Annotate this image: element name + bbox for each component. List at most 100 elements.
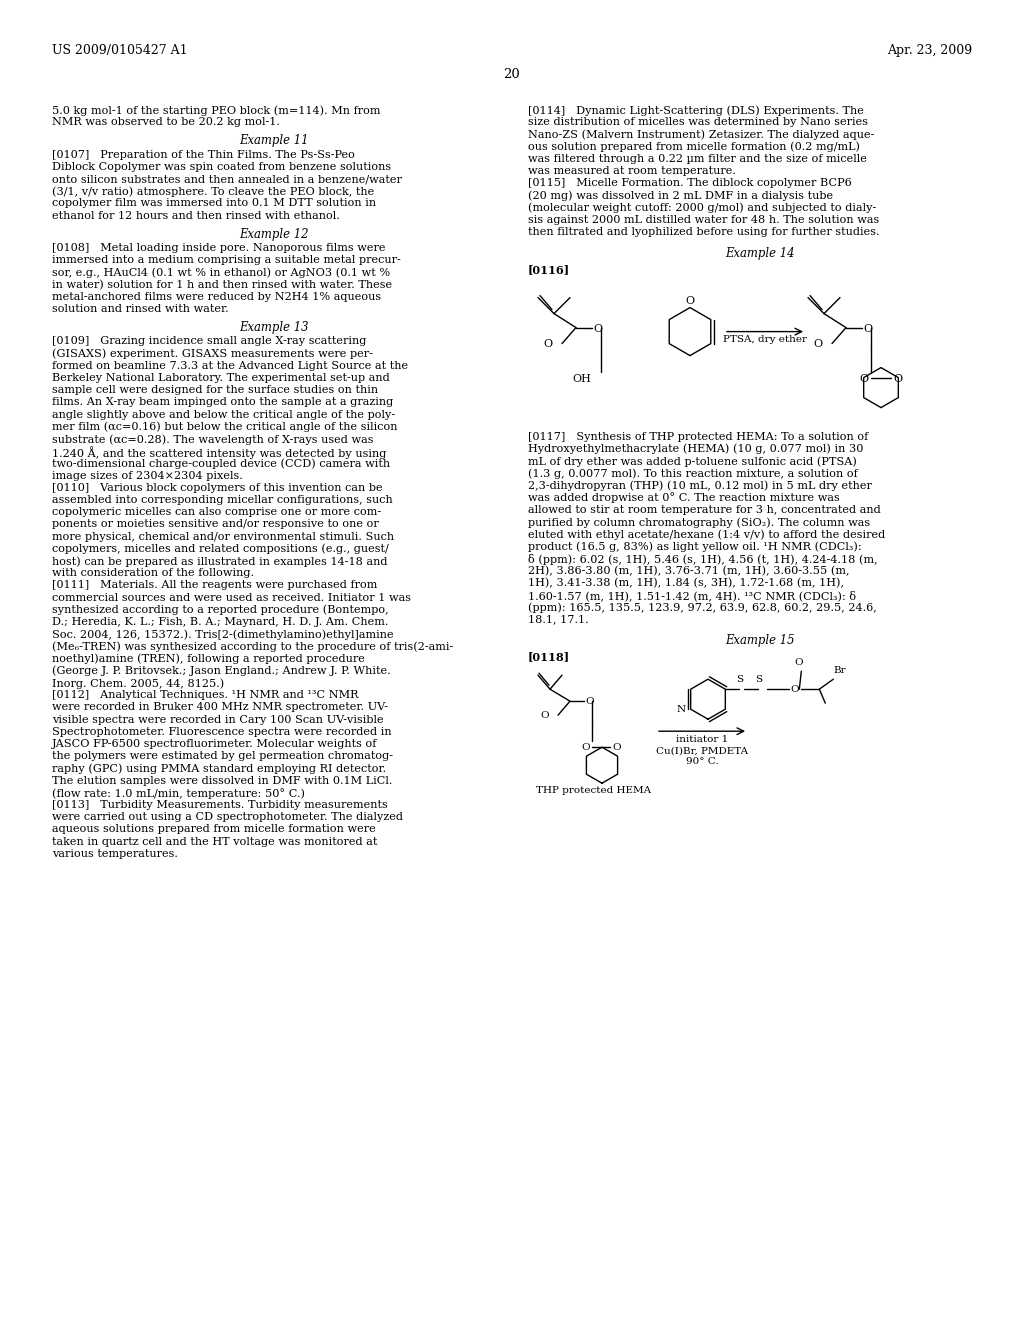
Text: (flow rate: 1.0 mL/min, temperature: 50° C.): (flow rate: 1.0 mL/min, temperature: 50°… <box>52 788 305 799</box>
Text: initiator 1: initiator 1 <box>676 735 728 744</box>
Text: Spectrophotometer. Fluorescence spectra were recorded in: Spectrophotometer. Fluorescence spectra … <box>52 727 391 737</box>
Text: immersed into a medium comprising a suitable metal precur-: immersed into a medium comprising a suit… <box>52 255 400 265</box>
Text: O: O <box>612 743 621 752</box>
Text: (molecular weight cutoff: 2000 g/mol) and subjected to dialy-: (molecular weight cutoff: 2000 g/mol) an… <box>528 202 877 213</box>
Text: more physical, chemical and/or environmental stimuli. Such: more physical, chemical and/or environme… <box>52 532 394 541</box>
Text: O: O <box>814 339 823 348</box>
Text: Example 13: Example 13 <box>240 321 309 334</box>
Text: films. An X-ray beam impinged onto the sample at a grazing: films. An X-ray beam impinged onto the s… <box>52 397 393 408</box>
Text: copolymers, micelles and related compositions (e.g., guest/: copolymers, micelles and related composi… <box>52 544 389 554</box>
Text: synthesized according to a reported procedure (Bontempo,: synthesized according to a reported proc… <box>52 605 389 615</box>
Text: was measured at room temperature.: was measured at room temperature. <box>528 166 736 176</box>
Text: ponents or moieties sensitive and/or responsive to one or: ponents or moieties sensitive and/or res… <box>52 519 379 529</box>
Text: Berkeley National Laboratory. The experimental set-up and: Berkeley National Laboratory. The experi… <box>52 374 390 383</box>
Text: Example 12: Example 12 <box>240 228 309 240</box>
Text: (George J. P. Britovsek.; Jason England.; Andrew J. P. White.: (George J. P. Britovsek.; Jason England.… <box>52 665 390 676</box>
Text: 1H), 3.41-3.38 (m, 1H), 1.84 (s, 3H), 1.72-1.68 (m, 1H),: 1H), 3.41-3.38 (m, 1H), 1.84 (s, 3H), 1.… <box>528 578 844 589</box>
Text: S: S <box>755 676 762 684</box>
Text: image sizes of 2304×2304 pixels.: image sizes of 2304×2304 pixels. <box>52 471 243 480</box>
Text: [0108]   Metal loading inside pore. Nanoporous films were: [0108] Metal loading inside pore. Nanopo… <box>52 243 385 253</box>
Text: ous solution prepared from micelle formation (0.2 mg/mL): ous solution prepared from micelle forma… <box>528 141 860 152</box>
Text: copolymeric micelles can also comprise one or more com-: copolymeric micelles can also comprise o… <box>52 507 381 517</box>
Text: O: O <box>893 374 902 384</box>
Text: size distribution of micelles was determined by Nano series: size distribution of micelles was determ… <box>528 117 868 127</box>
Text: [0117]   Synthesis of THP protected HEMA: To a solution of: [0117] Synthesis of THP protected HEMA: … <box>528 432 868 442</box>
Text: Hydroxyethylmethacrylate (HEMA) (10 g, 0.077 mol) in 30: Hydroxyethylmethacrylate (HEMA) (10 g, 0… <box>528 444 863 454</box>
Text: purified by column chromatography (SiO₂). The column was: purified by column chromatography (SiO₂)… <box>528 517 870 528</box>
Text: O: O <box>544 339 553 348</box>
Text: [0115]   Micelle Formation. The diblock copolymer BCP6: [0115] Micelle Formation. The diblock co… <box>528 178 852 189</box>
Text: 5.0 kg mol-1 of the starting PEO block (m=114). Mn from: 5.0 kg mol-1 of the starting PEO block (… <box>52 106 381 116</box>
Text: 20: 20 <box>504 69 520 81</box>
Text: Example 14: Example 14 <box>725 247 795 260</box>
Text: PTSA, dry ether: PTSA, dry ether <box>723 334 807 343</box>
Text: taken in quartz cell and the HT voltage was monitored at: taken in quartz cell and the HT voltage … <box>52 837 378 846</box>
Text: sample cell were designed for the surface studies on thin: sample cell were designed for the surfac… <box>52 385 378 395</box>
Text: Example 11: Example 11 <box>240 135 309 148</box>
Text: was added dropwise at 0° C. The reaction mixture was: was added dropwise at 0° C. The reaction… <box>528 492 840 503</box>
Text: OH: OH <box>572 374 591 384</box>
Text: O: O <box>585 697 594 706</box>
Text: aqueous solutions prepared from micelle formation were: aqueous solutions prepared from micelle … <box>52 825 376 834</box>
Text: [0111]   Materials. All the reagents were purchased from: [0111] Materials. All the reagents were … <box>52 581 378 590</box>
Text: ethanol for 12 hours and then rinsed with ethanol.: ethanol for 12 hours and then rinsed wit… <box>52 211 340 220</box>
Text: substrate (αc=0.28). The wavelength of X-rays used was: substrate (αc=0.28). The wavelength of X… <box>52 434 374 445</box>
Text: 2H), 3.86-3.80 (m, 1H), 3.76-3.71 (m, 1H), 3.60-3.55 (m,: 2H), 3.86-3.80 (m, 1H), 3.76-3.71 (m, 1H… <box>528 566 850 576</box>
Text: 18.1, 17.1.: 18.1, 17.1. <box>528 615 589 624</box>
Text: δ (ppm): 6.02 (s, 1H), 5.46 (s, 1H), 4.56 (t, 1H), 4.24-4.18 (m,: δ (ppm): 6.02 (s, 1H), 5.46 (s, 1H), 4.5… <box>528 553 878 565</box>
Text: Apr. 23, 2009: Apr. 23, 2009 <box>887 44 972 57</box>
Text: commercial sources and were used as received. Initiator 1 was: commercial sources and were used as rece… <box>52 593 411 603</box>
Text: mer film (αc=0.16) but below the critical angle of the silicon: mer film (αc=0.16) but below the critica… <box>52 422 397 433</box>
Text: O: O <box>794 659 803 667</box>
Text: product (16.5 g, 83%) as light yellow oil. ¹H NMR (CDCl₃):: product (16.5 g, 83%) as light yellow oi… <box>528 541 861 552</box>
Text: sor, e.g., HAuCl4 (0.1 wt % in ethanol) or AgNO3 (0.1 wt %: sor, e.g., HAuCl4 (0.1 wt % in ethanol) … <box>52 268 390 279</box>
Text: [0114]   Dynamic Light-Scattering (DLS) Experiments. The: [0114] Dynamic Light-Scattering (DLS) Ex… <box>528 106 864 116</box>
Text: (3/1, v/v ratio) atmosphere. To cleave the PEO block, the: (3/1, v/v ratio) atmosphere. To cleave t… <box>52 186 374 197</box>
Text: JASCO FP-6500 spectrofluorimeter. Molecular weights of: JASCO FP-6500 spectrofluorimeter. Molecu… <box>52 739 378 748</box>
Text: with consideration of the following.: with consideration of the following. <box>52 568 254 578</box>
Text: S: S <box>736 676 742 684</box>
Text: NMR was observed to be 20.2 kg mol-1.: NMR was observed to be 20.2 kg mol-1. <box>52 117 280 127</box>
Text: [0118]: [0118] <box>528 651 570 663</box>
Text: (Me₆-TREN) was synthesized according to the procedure of tris(2-ami-: (Me₆-TREN) was synthesized according to … <box>52 642 454 652</box>
Text: 90° C.: 90° C. <box>686 758 718 766</box>
Text: N: N <box>677 705 686 714</box>
Text: allowed to stir at room temperature for 3 h, concentrated and: allowed to stir at room temperature for … <box>528 504 881 515</box>
Text: [0112]   Analytical Techniques. ¹H NMR and ¹³C NMR: [0112] Analytical Techniques. ¹H NMR and… <box>52 690 358 700</box>
Text: US 2009/0105427 A1: US 2009/0105427 A1 <box>52 44 187 57</box>
Text: angle slightly above and below the critical angle of the poly-: angle slightly above and below the criti… <box>52 409 395 420</box>
Text: D.; Heredia, K. L.; Fish, B. A.; Maynard, H. D. J. Am. Chem.: D.; Heredia, K. L.; Fish, B. A.; Maynard… <box>52 616 388 627</box>
Text: various temperatures.: various temperatures. <box>52 849 178 859</box>
Text: the polymers were estimated by gel permeation chromatog-: the polymers were estimated by gel perme… <box>52 751 393 762</box>
Text: [0107]   Preparation of the Thin Films. The Ps-Ss-Peo: [0107] Preparation of the Thin Films. Th… <box>52 149 355 160</box>
Text: metal-anchored films were reduced by N2H4 1% aqueous: metal-anchored films were reduced by N2H… <box>52 292 381 302</box>
Text: O: O <box>582 743 590 752</box>
Text: eluted with ethyl acetate/hexane (1:4 v/v) to afford the desired: eluted with ethyl acetate/hexane (1:4 v/… <box>528 529 886 540</box>
Text: in water) solution for 1 h and then rinsed with water. These: in water) solution for 1 h and then rins… <box>52 280 392 290</box>
Text: (GISAXS) experiment. GISAXS measurements were per-: (GISAXS) experiment. GISAXS measurements… <box>52 348 373 359</box>
Text: two-dimensional charge-coupled device (CCD) camera with: two-dimensional charge-coupled device (C… <box>52 458 390 469</box>
Text: was filtered through a 0.22 µm filter and the size of micelle: was filtered through a 0.22 µm filter an… <box>528 154 867 164</box>
Text: [0116]: [0116] <box>528 264 570 276</box>
Text: (1.3 g, 0.0077 mol). To this reaction mixture, a solution of: (1.3 g, 0.0077 mol). To this reaction mi… <box>528 469 858 479</box>
Text: THP protected HEMA: THP protected HEMA <box>536 787 651 795</box>
Text: Br: Br <box>834 667 846 676</box>
Text: onto silicon substrates and then annealed in a benzene/water: onto silicon substrates and then anneale… <box>52 174 401 183</box>
Text: solution and rinsed with water.: solution and rinsed with water. <box>52 304 228 314</box>
Text: raphy (GPC) using PMMA standard employing RI detector.: raphy (GPC) using PMMA standard employin… <box>52 763 386 774</box>
Text: O: O <box>593 323 602 334</box>
Text: O: O <box>541 710 549 719</box>
Text: [0113]   Turbidity Measurements. Turbidity measurements: [0113] Turbidity Measurements. Turbidity… <box>52 800 388 810</box>
Text: assembled into corresponding micellar configurations, such: assembled into corresponding micellar co… <box>52 495 393 506</box>
Text: were recorded in Bruker 400 MHz NMR spectrometer. UV-: were recorded in Bruker 400 MHz NMR spec… <box>52 702 388 713</box>
Text: 1.60-1.57 (m, 1H), 1.51-1.42 (m, 4H). ¹³C NMR (CDCl₃): δ: 1.60-1.57 (m, 1H), 1.51-1.42 (m, 4H). ¹³… <box>528 590 856 601</box>
Text: [0110]   Various block copolymers of this invention can be: [0110] Various block copolymers of this … <box>52 483 383 492</box>
Text: 2,3-dihydropyran (THP) (10 mL, 0.12 mol) in 5 mL dry ether: 2,3-dihydropyran (THP) (10 mL, 0.12 mol)… <box>528 480 871 491</box>
Text: formed on beamline 7.3.3 at the Advanced Light Source at the: formed on beamline 7.3.3 at the Advanced… <box>52 360 409 371</box>
Text: then filtrated and lyophilized before using for further studies.: then filtrated and lyophilized before us… <box>528 227 880 238</box>
Text: [0109]   Grazing incidence small angle X-ray scattering: [0109] Grazing incidence small angle X-r… <box>52 337 367 346</box>
Text: visible spectra were recorded in Cary 100 Scan UV-visible: visible spectra were recorded in Cary 10… <box>52 714 384 725</box>
Text: 1.240 Å, and the scattered intensity was detected by using: 1.240 Å, and the scattered intensity was… <box>52 446 386 459</box>
Text: copolymer film was immersed into 0.1 M DTT solution in: copolymer film was immersed into 0.1 M D… <box>52 198 376 209</box>
Text: The elution samples were dissolved in DMF with 0.1M LiCl.: The elution samples were dissolved in DM… <box>52 776 392 785</box>
